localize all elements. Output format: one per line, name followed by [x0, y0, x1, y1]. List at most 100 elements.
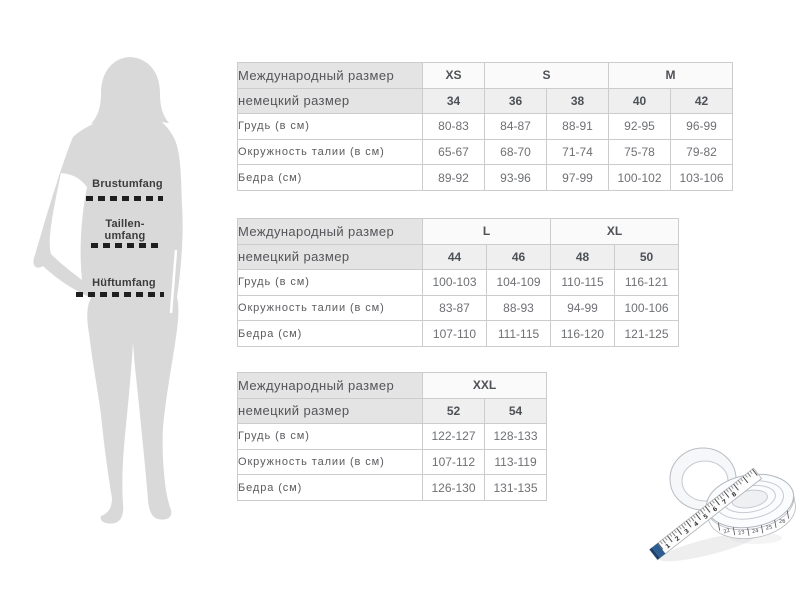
- german-size-cell: 46: [486, 243, 551, 271]
- german-row-label: немецкий размер: [237, 397, 423, 425]
- german-size-cell: 34: [422, 87, 485, 115]
- measurement-value-cell: 100-102: [608, 164, 672, 191]
- measurement-value-cell: 107-112: [422, 448, 485, 476]
- german-size-row: немецкий размер 44 46 48 50: [237, 243, 679, 271]
- measurement-value-cell: 131-135: [484, 474, 547, 501]
- german-size-cell: 44: [422, 243, 487, 271]
- measurement-label-cell: Грудь (в см): [237, 423, 423, 450]
- measurement-label-cell: Бедра (см): [237, 320, 423, 347]
- intl-size-row: Международный размер XXL: [237, 372, 547, 399]
- measurement-value-cell: 126-130: [422, 474, 485, 501]
- measurement-value-cell: 104-109: [486, 269, 551, 296]
- waist-label-line1: Taillen-: [105, 218, 145, 230]
- measurement-row: Грудь (в см) 80-83 84-87 88-91 92-95 96-99: [237, 113, 734, 140]
- intl-size-row: Международный размер XS S M: [237, 62, 734, 89]
- svg-text:8: 8: [731, 491, 739, 499]
- measurement-label-cell: Окружность талии (в см): [237, 138, 423, 166]
- measurement-value-cell: 113-119: [484, 448, 547, 476]
- measurement-label-cell: Окружность талии (в см): [237, 448, 423, 476]
- size-table-xxl: Международный размер XXL немецкий размер 52…: [237, 372, 547, 501]
- intl-size-cell: XS: [422, 62, 485, 89]
- tape-strip: 1 2 3 4 5 6 7 8: [648, 467, 763, 561]
- intl-row-label: Международный размер: [237, 372, 423, 399]
- svg-text:6: 6: [712, 505, 720, 513]
- measurement-label-cell: Грудь (в см): [237, 113, 423, 140]
- measurement-value-cell: 103-106: [670, 164, 734, 191]
- measurement-value-cell: 71-74: [545, 138, 610, 166]
- german-row-label: немецкий размер: [237, 87, 423, 115]
- intl-size-cell: XL: [550, 218, 679, 245]
- measurement-value-cell: 116-121: [614, 269, 679, 296]
- measurement-value-cell: 75-78: [608, 138, 672, 166]
- svg-text:24: 24: [752, 528, 760, 535]
- coil-numbers: 22 23 24 25 26: [723, 519, 786, 537]
- measuring-tape-image: 22 23 24 25 26 1 2 3 4 5 6 7 8: [648, 447, 796, 562]
- measurement-value-cell: 121-125: [614, 320, 679, 347]
- measurement-value-cell: 100-106: [614, 294, 679, 322]
- waist-measure-line: [91, 243, 159, 248]
- measurement-row: Бедра (см) 89-92 93-96 97-99 100-102 103-106: [237, 164, 734, 191]
- measurement-label-cell: Бедра (см): [237, 474, 423, 501]
- waist-measure-label: Taillen- umfang: [92, 218, 158, 242]
- measurement-label-cell: Бедра (см): [237, 164, 423, 191]
- svg-text:1: 1: [664, 542, 672, 550]
- bust-measure-label: Brustumfang: [92, 178, 163, 190]
- svg-text:7: 7: [721, 498, 729, 506]
- german-size-cell: 54: [484, 397, 547, 425]
- measurement-value-cell: 89-92: [422, 164, 485, 191]
- measurement-value-cell: 79-82: [670, 138, 734, 166]
- german-size-cell: 40: [608, 87, 672, 115]
- svg-text:22: 22: [723, 528, 731, 536]
- measurement-value-cell: 80-83: [422, 113, 485, 140]
- measurement-value-cell: 97-99: [545, 164, 610, 191]
- measurement-row: Грудь (в см) 100-103 104-109 110-115 116-121: [237, 269, 679, 296]
- intl-size-cell: L: [422, 218, 551, 245]
- tape-shadow: [659, 532, 757, 562]
- german-row-label: немецкий размер: [237, 243, 423, 271]
- german-size-row: немецкий размер 34 36 38 40 42: [237, 87, 734, 115]
- measurement-value-cell: 68-70: [484, 138, 547, 166]
- coil-ticks: [717, 510, 790, 536]
- svg-text:2: 2: [674, 535, 682, 543]
- german-size-row: немецкий размер 52 54: [237, 397, 547, 425]
- measurement-value-cell: 93-96: [484, 164, 547, 191]
- svg-text:25: 25: [765, 525, 772, 532]
- svg-text:4: 4: [693, 520, 701, 528]
- measurement-value-cell: 84-87: [484, 113, 547, 140]
- measurement-value-cell: 107-110: [422, 320, 487, 347]
- intl-size-cell: M: [608, 62, 734, 89]
- measurement-label-cell: Окружность талии (в см): [237, 294, 423, 322]
- measurement-row: Грудь (в см) 122-127 128-133: [237, 423, 547, 450]
- arm-gap: [49, 173, 87, 280]
- measurement-row: Бедра (см) 107-110 111-115 116-120 121-125: [237, 320, 679, 347]
- waist-label-line2: umfang: [104, 229, 146, 242]
- intl-size-cell: XXL: [422, 372, 547, 399]
- intl-size-cell: S: [483, 62, 610, 89]
- measurement-value-cell: 116-120: [550, 320, 615, 347]
- bust-measure-line: [86, 196, 163, 201]
- silhouette-body: [33, 108, 183, 524]
- german-size-cell: 36: [484, 87, 547, 115]
- svg-text:23: 23: [737, 529, 745, 536]
- female-silhouette: [33, 57, 183, 524]
- svg-text:5: 5: [702, 513, 710, 521]
- measurement-value-cell: 128-133: [484, 423, 547, 450]
- size-table-l-xl: Международный размер L XL немецкий размер 44…: [237, 218, 679, 347]
- measurement-value-cell: 122-127: [422, 423, 485, 450]
- measurement-label-cell: Грудь (в см): [237, 269, 423, 296]
- german-size-cell: 38: [545, 87, 610, 115]
- intl-row-label: Международный размер: [237, 62, 423, 89]
- measurement-row: Окружность талии (в см) 83-87 88-93 94-99 10…: [237, 294, 679, 322]
- measurement-row: Бедра (см) 126-130 131-135: [237, 474, 547, 501]
- measurement-row: Окружность талии (в см) 107-112 113-119: [237, 448, 547, 476]
- hip-measure-label: Hüftumfang: [92, 277, 156, 289]
- measurement-value-cell: 110-115: [550, 269, 615, 296]
- measurement-value-cell: 65-67: [422, 138, 485, 166]
- measurement-value-cell: 111-115: [486, 320, 551, 347]
- german-size-cell: 42: [670, 87, 734, 115]
- measurement-value-cell: 92-95: [608, 113, 672, 140]
- measurement-row: Окружность талии (в см) 65-67 68-70 71-74 75…: [237, 138, 734, 166]
- measurement-value-cell: 94-99: [550, 294, 615, 322]
